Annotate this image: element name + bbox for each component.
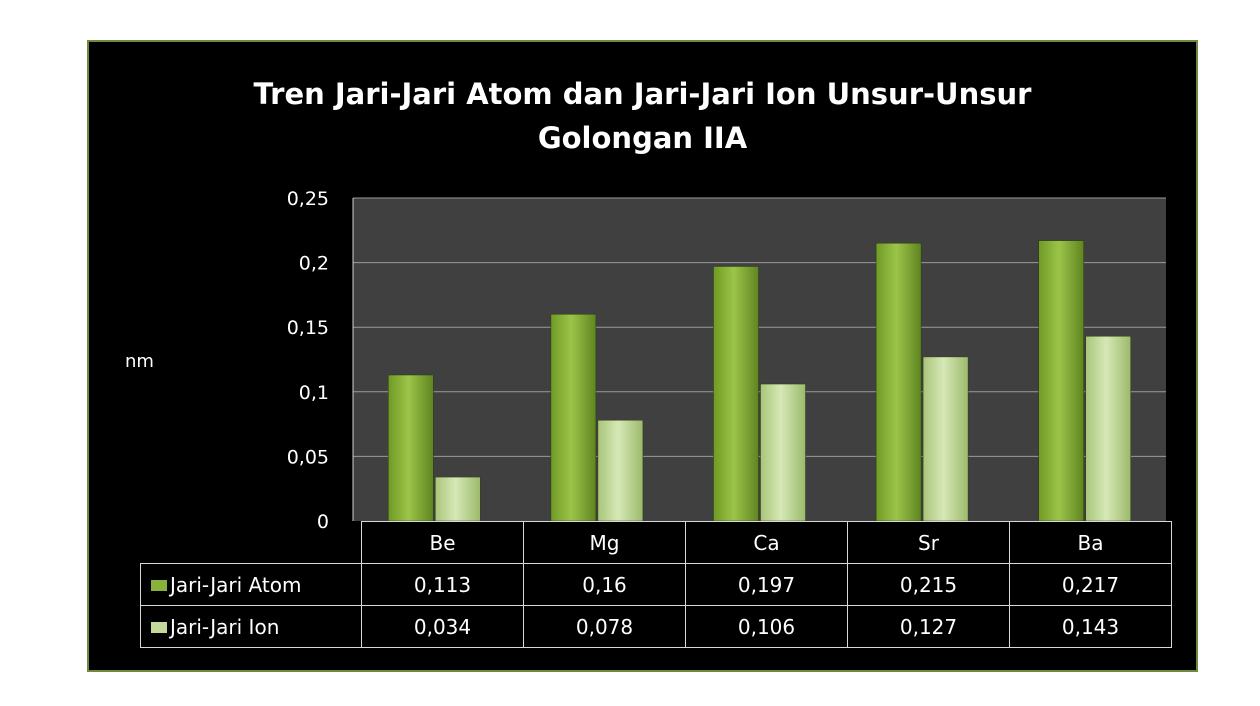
y-tick-label: 0,15 [287, 317, 329, 339]
bar-ion-ca [760, 383, 806, 522]
legend-entry-ion: Jari-Jari Ion [140, 605, 362, 648]
y-tick-label: 0,25 [287, 188, 329, 210]
plot-background [353, 198, 1166, 521]
table-cell: 0,217 [1009, 563, 1172, 606]
legend-entry-atom: Jari-Jari Atom [140, 563, 362, 606]
chart-title-line-2: Golongan IIA [537, 121, 748, 155]
column-header-sr: Sr [847, 521, 1010, 564]
column-header-ba: Ba [1009, 521, 1172, 564]
y-tick-label: 0,2 [299, 253, 329, 275]
legend-swatch-atom [151, 579, 167, 591]
column-header-ca: Ca [685, 521, 848, 564]
bar-atom-mg [550, 314, 597, 522]
table-cell: 0,16 [523, 563, 686, 606]
chart-title: Tren Jari-Jari Atom dan Jari-Jari Ion Un… [89, 72, 1196, 160]
table-cell: 0,197 [685, 563, 848, 606]
bar-ion-be [435, 476, 481, 522]
bar-ion-ba [1085, 335, 1131, 522]
table-corner-cell [140, 521, 362, 564]
table-row: Jari-Jari Ion 0,034 0,078 0,106 0,127 0,… [140, 605, 1172, 648]
column-header-mg: Mg [523, 521, 686, 564]
bar-atom-be [388, 374, 434, 522]
chart-frame: Tren Jari-Jari Atom dan Jari-Jari Ion Un… [87, 40, 1198, 672]
y-axis-label: nm [125, 351, 154, 372]
bar-atom-ba [1038, 240, 1084, 522]
column-header-be: Be [361, 521, 524, 564]
table-cell: 0,106 [685, 605, 848, 648]
chart-title-line-1: Tren Jari-Jari Atom dan Jari-Jari Ion Un… [253, 77, 1032, 111]
bar-ion-sr [922, 356, 969, 522]
y-tick-label: 0,1 [299, 382, 329, 404]
table-cell: 0,143 [1009, 605, 1172, 648]
bar-ion-mg [597, 419, 644, 522]
table-row: Jari-Jari Atom 0,113 0,16 0,197 0,215 0,… [140, 563, 1172, 606]
table-cell: 0,034 [361, 605, 524, 648]
table-cell: 0,113 [361, 563, 524, 606]
data-table: Be Mg Ca Sr Ba Jari-Jari Atom 0,113 0,16… [140, 521, 1172, 648]
y-tick-label: 0,05 [287, 446, 329, 468]
legend-label-atom: Jari-Jari Atom [170, 572, 302, 597]
bar-atom-ca [713, 266, 759, 522]
bar-atom-sr [875, 242, 922, 522]
table-cell: 0,078 [523, 605, 686, 648]
table-cell: 0,127 [847, 605, 1010, 648]
table-header-row: Be Mg Ca Sr Ba [140, 521, 1172, 564]
legend-swatch-ion [151, 621, 167, 633]
table-cell: 0,215 [847, 563, 1010, 606]
legend-label-ion: Jari-Jari Ion [170, 614, 280, 639]
plot-area: 00,050,10,150,20,25 [287, 188, 1166, 533]
